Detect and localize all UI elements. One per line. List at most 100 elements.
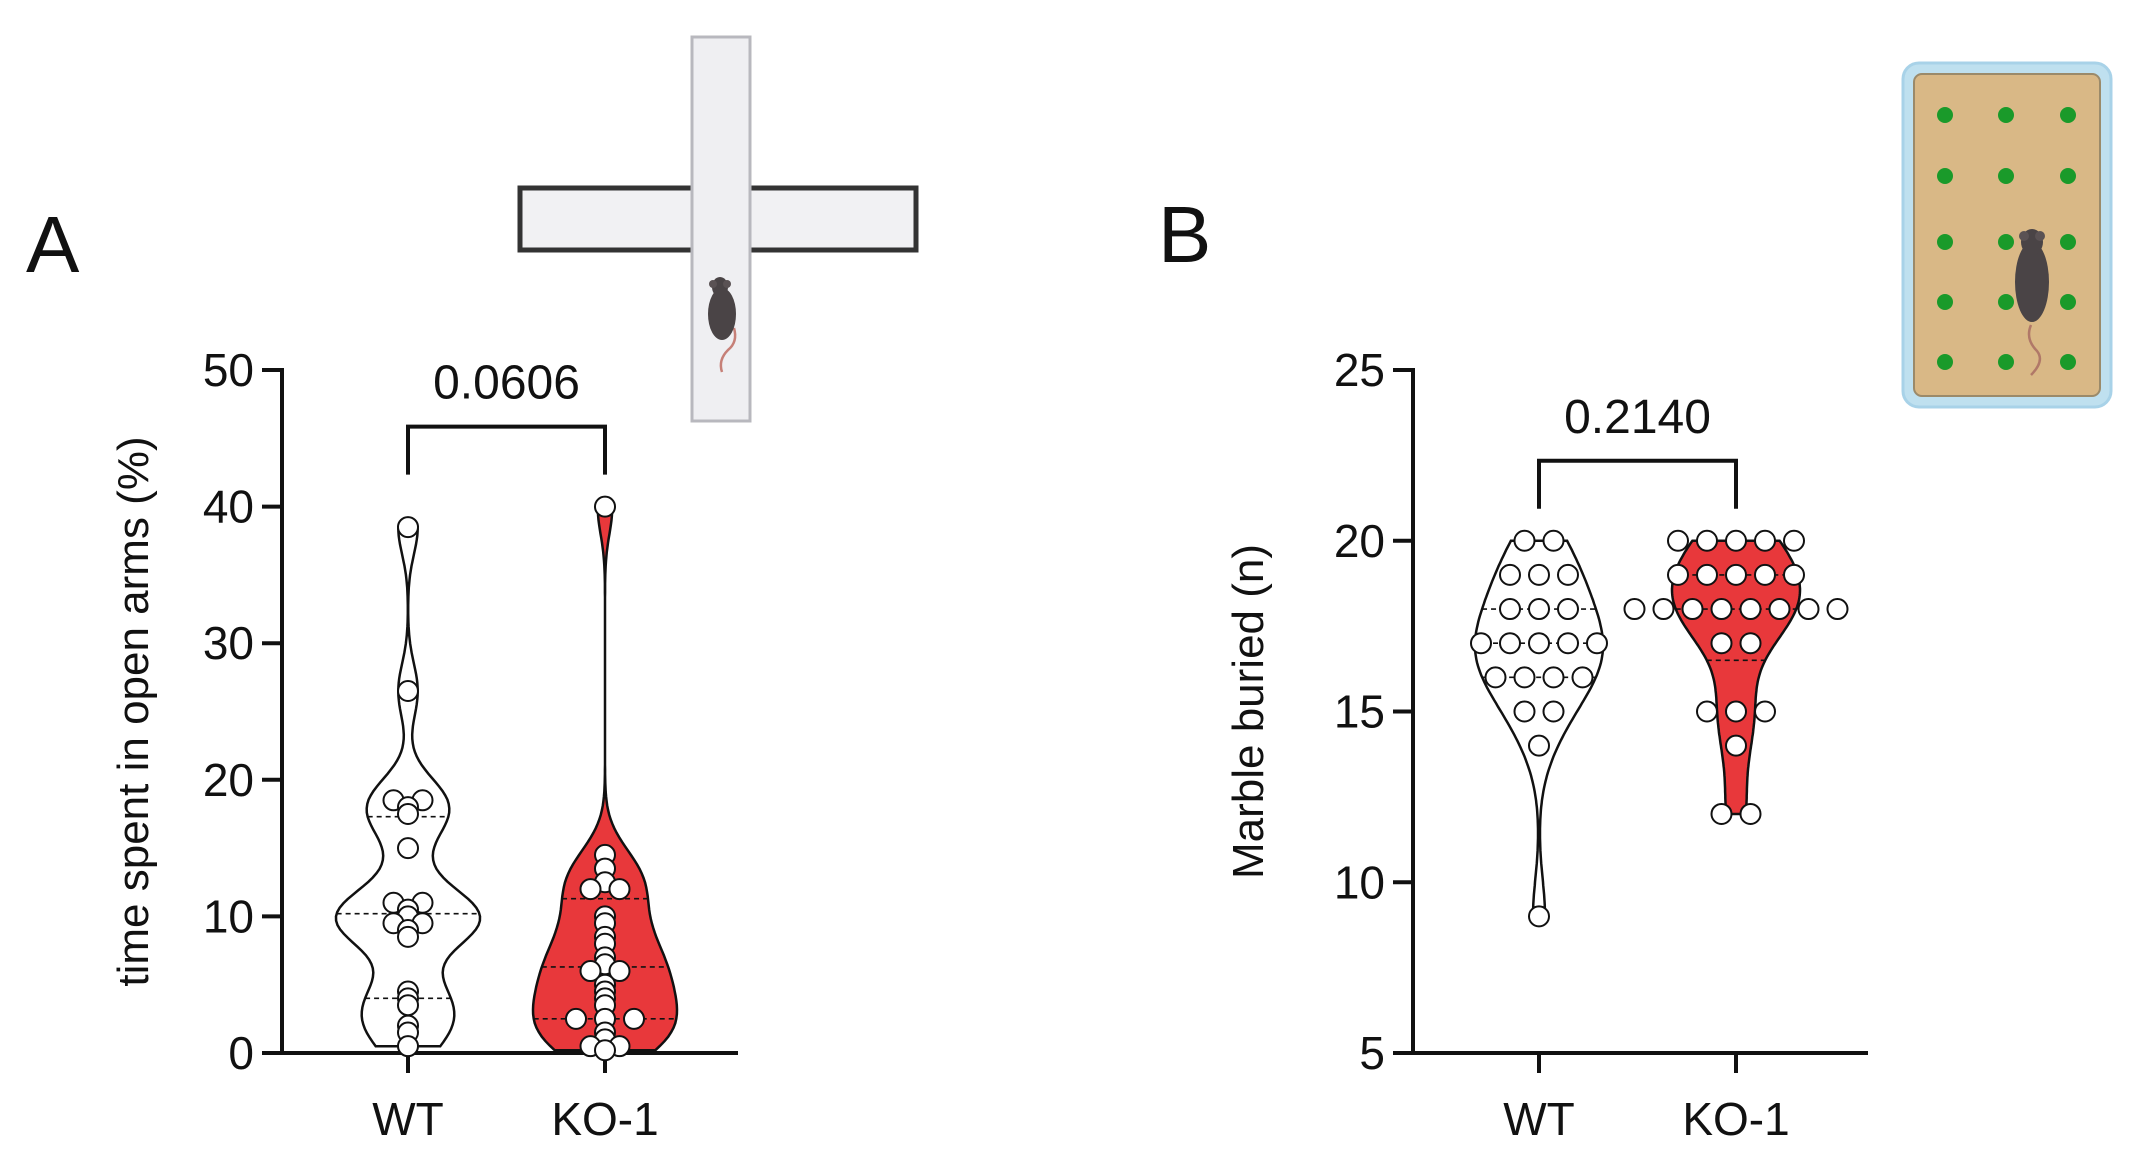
data-point [1528,563,1550,586]
y-tick-label: 20 [1334,515,1385,567]
data-point [1513,700,1536,723]
data-point [397,802,419,825]
p-value-label: 0.2140 [1564,391,1711,444]
y-tick-label: 10 [203,890,254,942]
data-point [1783,563,1805,586]
data-point [1586,632,1608,655]
mouse-icon [2015,229,2049,376]
data-point [1542,700,1565,723]
data-point [1739,632,1762,655]
marble-2-0 [1937,234,1953,250]
data-point [1710,632,1733,655]
violin-wt [1473,539,1605,918]
data-point [579,878,602,901]
data-point [1528,598,1550,621]
chart-b: 5 10 15 20 25 Marble buried (n) WT KO-1 0.2140 [1224,344,1868,1145]
maze-vertical-arm [690,35,752,423]
data-point [1667,529,1689,552]
marble-2-2 [2060,234,2076,250]
y-tick-label: 30 [203,617,254,669]
data-point [1797,598,1820,621]
data-point [1528,905,1550,928]
data-point [608,960,631,983]
data-point [1696,563,1718,586]
data-point [1484,666,1507,689]
data-point [397,925,419,948]
significance-bracket: 0.0606 [406,357,607,475]
y-tick-label: 25 [1334,344,1385,396]
data-point [1739,802,1762,825]
violin-wt [334,525,482,1048]
y-tick-label: 10 [1334,856,1385,908]
data-point [608,878,631,901]
violin-group-ko-1 [1623,529,1849,825]
marble-3-1 [1998,294,2014,310]
data-point [1528,734,1550,757]
p-value-label: 0.0606 [433,357,580,410]
data-point [1696,529,1718,552]
data-point [1499,563,1521,586]
data-point [1557,598,1579,621]
data-point [1710,802,1733,825]
data-point [1623,598,1646,621]
marbles-grid [1937,107,2076,370]
data-point [1783,529,1805,552]
data-point [1652,598,1675,621]
y-tick-label: 15 [1334,686,1385,738]
elevated-plus-maze-illustration [517,35,919,423]
data-point [579,960,602,983]
x-tick-label-wt: WT [1503,1093,1575,1145]
y-tick-label: 50 [203,344,254,396]
y-tick-label: 5 [1359,1027,1385,1079]
y-tick-label: 40 [203,481,254,533]
marble-1-0 [1937,168,1953,184]
marble-4-0 [1937,354,1953,370]
bracket-line [1537,458,1738,509]
data-point [1725,529,1747,552]
marble-4-2 [2060,354,2076,370]
data-point [594,1039,616,1062]
data-point [623,1007,645,1030]
data-point [1557,632,1579,655]
data-point [1696,700,1718,723]
y-axis-title: time spent in open arms (%) [109,436,158,986]
panel-letter-b: B [1158,190,1211,279]
data-point [397,994,419,1017]
x-tick-label-wt: WT [372,1093,444,1145]
violin-group-wt [334,516,482,1058]
marble-4-1 [1998,354,2014,370]
significance-bracket: 0.2140 [1537,391,1738,509]
data-point [1542,666,1565,689]
data-point [594,495,616,518]
marble-0-2 [2060,107,2076,123]
marble-1-1 [1998,168,2014,184]
data-point [1667,563,1689,586]
marble-0-0 [1937,107,1953,123]
data-point [397,1035,419,1058]
marble-0-1 [1998,107,2014,123]
x-tick-label-ko-1: KO-1 [1682,1093,1789,1145]
violin-group-wt [1470,529,1608,928]
y-tick-label: 0 [228,1027,254,1079]
data-point [397,837,419,860]
data-point [1499,598,1521,621]
marble-3-0 [1937,294,1953,310]
data-point [1571,666,1594,689]
data-point [1725,700,1747,723]
bracket-line [406,424,607,475]
data-point [1710,598,1733,621]
marble-3-2 [2060,294,2076,310]
mouse-icon [708,277,737,373]
y-tick-label: 20 [203,754,254,806]
data-point [1754,563,1776,586]
x-tick-label-ko-1: KO-1 [551,1093,658,1145]
chart-a: 0 10 20 30 40 50 time spent in open arms (%) WT… [109,344,738,1145]
data-point [1725,563,1747,586]
data-point [1557,563,1579,586]
data-point [1470,632,1492,655]
data-point [1725,734,1747,757]
data-point [1499,632,1521,655]
data-point [1754,529,1776,552]
marble-2-1 [1998,234,2014,250]
